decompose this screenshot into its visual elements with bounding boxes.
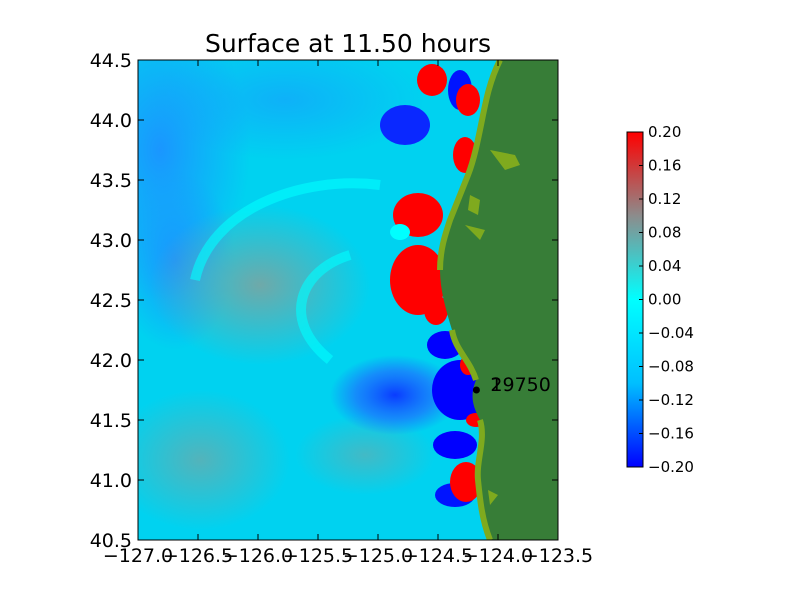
colorbar-tick-label: 0.16: [648, 157, 681, 175]
y-axis: 40.5 41.0 41.5 42.0 42.5 43.0 43.5 44.0 44.5: [90, 50, 558, 552]
red-crest-6: [424, 295, 448, 325]
x-tick-label: −125.5: [283, 545, 353, 567]
colorbar-tick-label: 0.04: [648, 257, 681, 275]
x-axis: −127.0−126.5−126.0−125.5−125.0−124.5−124…: [103, 60, 593, 567]
colorbar-tick-label: 0.08: [648, 224, 681, 242]
colorbar-axis: 0.20 0.16 0.12 0.08 0.04 0.00 −0.04 −0.08 −0.12 −…: [639, 123, 694, 476]
y-tick-label: 41.0: [90, 470, 132, 492]
x-tick-label: −126.5: [163, 545, 233, 567]
x-tick-label: −126.0: [223, 545, 293, 567]
heatmap-field: [138, 60, 558, 540]
tide-gauge: 19750 2: [472, 374, 551, 396]
colorbar-tick-label: 0.12: [648, 190, 681, 208]
x-tick-label: −124.5: [403, 545, 473, 567]
land-mass: [440, 60, 558, 540]
gauge-label-overlap: 2: [490, 374, 502, 396]
colorbar-tick-label: 0.20: [648, 123, 681, 141]
red-crest-9: [450, 462, 482, 502]
y-tick-label: 44.0: [90, 110, 132, 132]
x-tick-label: −125.0: [343, 545, 413, 567]
northern-trough-region: [145, 60, 425, 160]
y-tick-label: 43.5: [90, 170, 132, 192]
southern-crest-region: [138, 390, 290, 530]
x-tick-label: −127.0: [103, 545, 173, 567]
colorbar-tick-label: −0.12: [648, 391, 694, 409]
x-tick-label: −123.5: [523, 545, 593, 567]
y-tick-label: 44.5: [90, 50, 132, 72]
y-tick-label: 42.5: [90, 290, 132, 312]
blue-trough-north: [380, 105, 430, 145]
gauge-marker: [472, 386, 480, 394]
colorbar-tick-label: −0.20: [648, 458, 694, 476]
colorbar-tick-label: 0.00: [648, 291, 681, 309]
x-tick-label: −124.0: [463, 545, 533, 567]
colorbar-tick-label: −0.04: [648, 324, 694, 342]
coastal-vegetation: [465, 150, 520, 505]
wavefront-ring: [190, 178, 381, 364]
y-tick-label: 42.0: [90, 350, 132, 372]
chart-title: Surface at 11.50 hours: [205, 29, 491, 58]
nearshore-crest-region: [295, 415, 435, 495]
blue-trough-lower: [433, 431, 477, 459]
shoreline: [437, 60, 503, 540]
cyan-spot: [390, 224, 410, 240]
y-tick-label: 41.5: [90, 410, 132, 432]
blue-trough-south: [330, 355, 460, 435]
red-crest-2: [456, 84, 480, 116]
red-crest-1: [417, 64, 447, 96]
gray-crest-region: [150, 205, 370, 365]
colorbar-tick-label: −0.08: [648, 358, 694, 376]
gauge-label: 19750: [490, 374, 550, 396]
y-tick-label: 40.5: [90, 530, 132, 552]
y-tick-label: 43.0: [90, 230, 132, 252]
colorbar-tick-label: −0.16: [648, 425, 694, 443]
